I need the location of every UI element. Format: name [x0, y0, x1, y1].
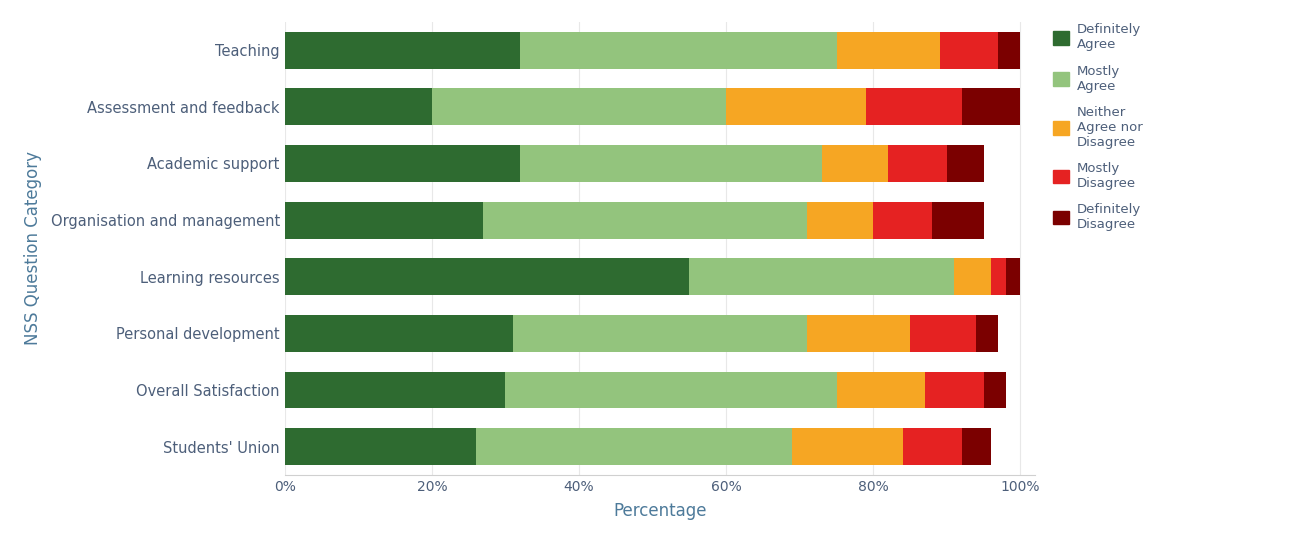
Bar [432, 88, 726, 125]
Bar [1005, 258, 1021, 295]
Bar [726, 88, 866, 125]
Bar [910, 315, 977, 352]
Bar [836, 32, 939, 69]
Bar [999, 32, 1021, 69]
Bar [947, 145, 983, 182]
Bar [836, 372, 925, 408]
Bar [285, 372, 506, 408]
Legend: Definitely
Agree, Mostly
Agree, Neither
Agree nor
Disagree, Mostly
Disagree, Def: Definitely Agree, Mostly Agree, Neither … [1049, 19, 1146, 235]
Bar [285, 145, 520, 182]
Y-axis label: NSS Question Category: NSS Question Category [25, 151, 43, 346]
Bar [476, 428, 792, 465]
Bar [954, 258, 991, 295]
Bar [866, 88, 961, 125]
Bar [873, 201, 932, 239]
X-axis label: Percentage: Percentage [613, 502, 707, 520]
Bar [983, 372, 1005, 408]
Bar [822, 145, 888, 182]
Bar [285, 315, 512, 352]
Bar [690, 258, 954, 295]
Bar [807, 201, 873, 239]
Bar [925, 372, 983, 408]
Bar [520, 32, 836, 69]
Bar [932, 201, 983, 239]
Bar [888, 145, 947, 182]
Bar [961, 428, 991, 465]
Bar [807, 315, 910, 352]
Bar [285, 428, 476, 465]
Bar [484, 201, 807, 239]
Bar [285, 201, 484, 239]
Bar [512, 315, 807, 352]
Bar [792, 428, 903, 465]
Bar [977, 315, 999, 352]
Bar [506, 372, 836, 408]
Bar [991, 258, 1005, 295]
Bar [285, 88, 432, 125]
Bar [285, 32, 520, 69]
Bar [939, 32, 999, 69]
Bar [903, 428, 961, 465]
Bar [285, 258, 690, 295]
Bar [961, 88, 1021, 125]
Bar [520, 145, 822, 182]
